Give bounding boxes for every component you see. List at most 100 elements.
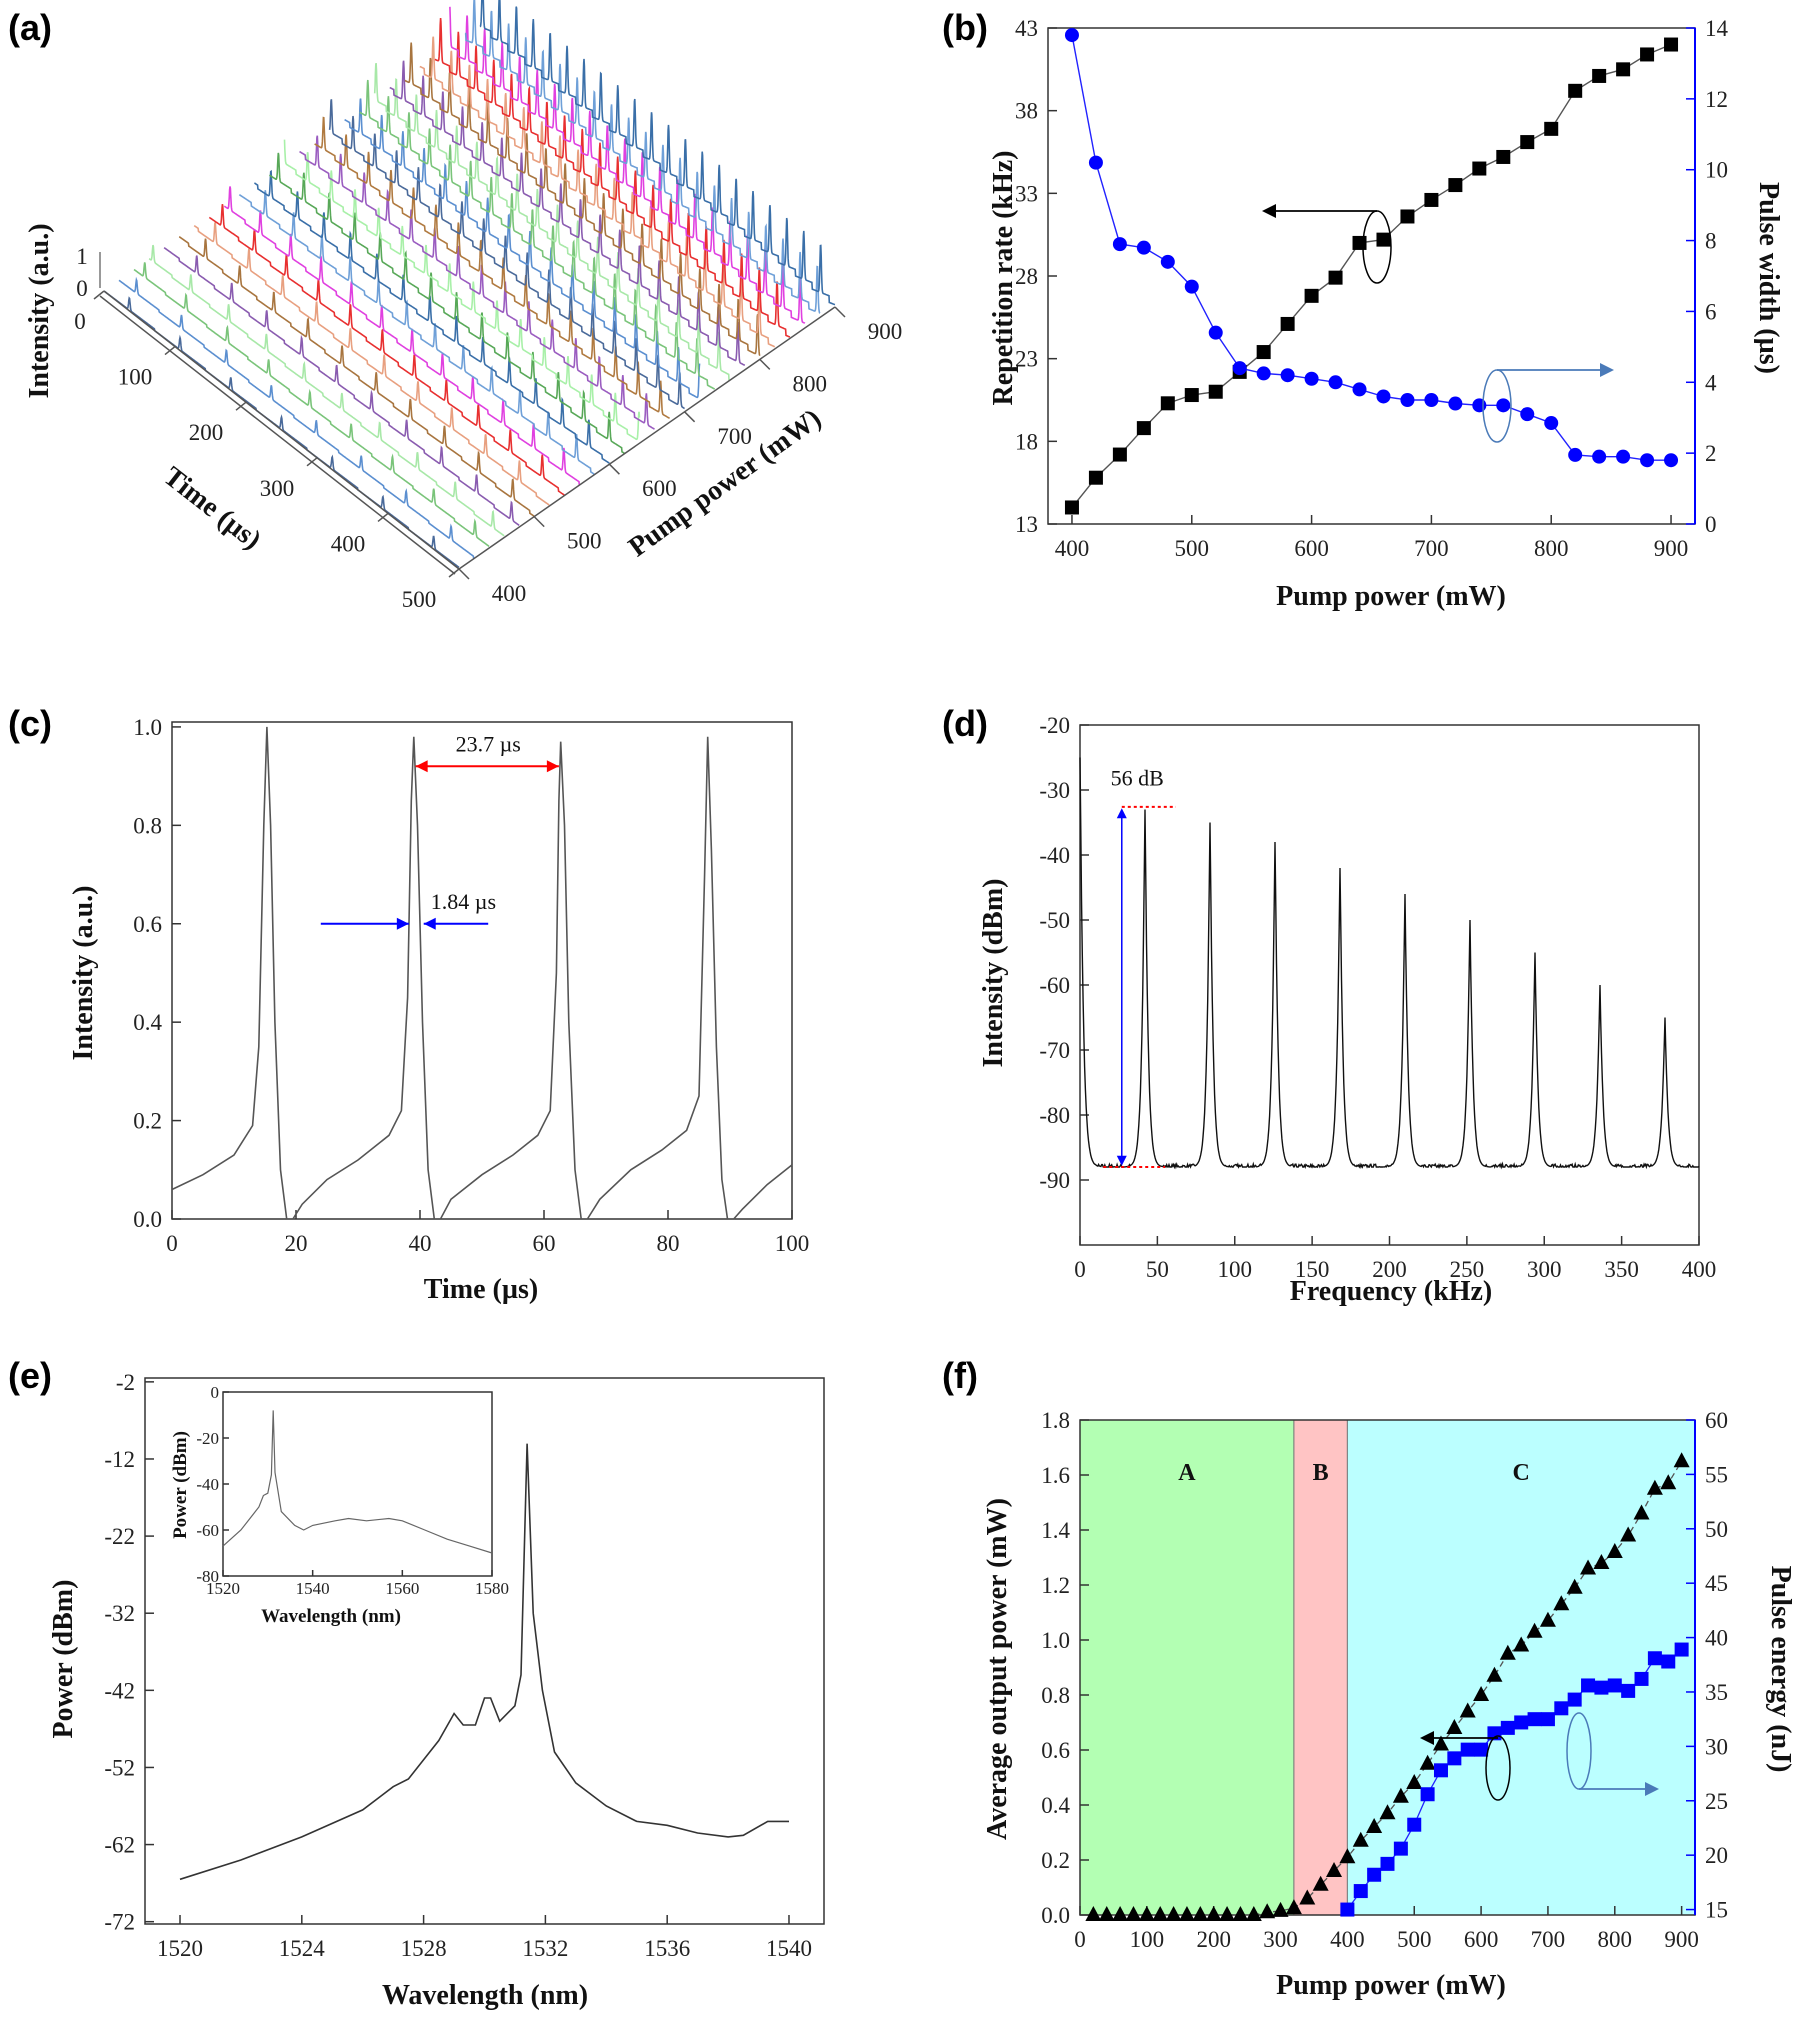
time-tick — [448, 568, 460, 578]
y-tick-label: -70 — [1039, 1038, 1070, 1063]
y-tick-label: 28 — [1015, 264, 1038, 289]
pulse-energy-point — [1567, 1692, 1582, 1707]
time-tick — [235, 401, 247, 411]
snr-arrow-head — [1116, 808, 1127, 819]
x-tick-label: 300 — [1263, 1927, 1298, 1952]
pulse-energy-point — [1500, 1720, 1515, 1735]
x-tick-label: 1520 — [206, 1579, 240, 1598]
x-tick-label: 40 — [409, 1231, 432, 1256]
intensity-tick-label: 0 — [76, 276, 88, 301]
output-power-point — [1352, 1831, 1369, 1847]
y2-tick-label: 12 — [1705, 87, 1728, 112]
waterfall-trace — [328, 99, 685, 410]
pump-tick-label: 500 — [567, 529, 602, 554]
waterfall-trace — [238, 190, 595, 475]
pump-tick — [458, 568, 470, 580]
y-tick-label: 0 — [211, 1383, 220, 1402]
pulse-energy-point — [1634, 1671, 1649, 1686]
x-tick-label: 250 — [1450, 1257, 1485, 1282]
y-axis-title: Repetition rate (kHz) — [988, 150, 1019, 405]
width-arrow-head — [396, 917, 409, 930]
pulse-width-point — [1304, 371, 1319, 386]
output-power-point — [1539, 1611, 1556, 1627]
x-tick-label: 400 — [1055, 536, 1090, 561]
pulse-width-point — [1400, 393, 1415, 407]
x-tick-label: 900 — [1664, 1927, 1699, 1952]
time-tick-label: 400 — [331, 531, 366, 556]
pulse-width-point — [1496, 398, 1511, 413]
period-arrow-head — [546, 760, 559, 773]
x-tick-label: 100 — [775, 1231, 810, 1256]
x-tick-label: 700 — [1531, 1927, 1566, 1952]
y-tick-label: 0.2 — [1041, 1848, 1070, 1873]
output-power-point — [1138, 1906, 1155, 1921]
time-tick — [93, 290, 105, 300]
y-tick-label: -90 — [1039, 1168, 1070, 1193]
inset-spectrum-trace — [222, 1410, 493, 1554]
repetition-rate-point — [1256, 345, 1271, 360]
pulse-width-point — [1352, 382, 1367, 397]
time-tick-label: 100 — [118, 365, 153, 390]
y-tick-label: 1.0 — [133, 715, 162, 740]
pump-tick-label: 600 — [642, 476, 677, 501]
y-tick-label: 33 — [1015, 181, 1038, 206]
y-tick-label: -42 — [104, 1678, 135, 1703]
pulse-width-point — [1160, 254, 1175, 269]
optical-spectrum-trace — [179, 1443, 789, 1881]
y-tick-label: -60 — [196, 1521, 219, 1540]
output-power-point — [1152, 1906, 1169, 1921]
y2-tick-label: 45 — [1705, 1571, 1728, 1596]
y-axis-title: Average output power (mW) — [982, 1498, 1013, 1840]
inset-chart: 1520 1540 1560 1580 0 -20 -40 -60 -80 Wavelength … — [170, 1383, 509, 1627]
arrow-right-head — [1600, 363, 1614, 377]
panel-label-a: (a) — [8, 7, 52, 48]
waterfall-trace — [404, 42, 761, 356]
y2-tick-label: 30 — [1705, 1734, 1728, 1759]
region-label: C — [1513, 1460, 1530, 1486]
y-tick-label: -60 — [1039, 973, 1070, 998]
x-tick-label: 50 — [1146, 1257, 1169, 1282]
panel-label-d: (d) — [942, 703, 988, 744]
y-tick-label: 23 — [1015, 347, 1038, 372]
arrow-right-head — [1645, 1782, 1659, 1796]
y-tick-label: 38 — [1015, 99, 1038, 124]
x-tick-label: 100 — [1130, 1927, 1165, 1952]
waterfall-trace — [314, 116, 670, 420]
pump-tick — [759, 358, 771, 370]
waterfall-trace — [464, 0, 821, 314]
y-tick-label: -32 — [104, 1601, 135, 1626]
waterfall-trace — [419, 36, 776, 348]
series-ellipse-left — [1485, 1735, 1511, 1801]
repetition-rate-point — [1088, 470, 1103, 485]
pulse-width-point — [1328, 375, 1343, 390]
output-power-point — [1580, 1559, 1597, 1575]
pulse-width-point — [1664, 453, 1679, 468]
series-ellipse-left — [1362, 210, 1392, 284]
time-tick — [306, 457, 318, 467]
y2-tick-label: 60 — [1705, 1408, 1728, 1433]
repetition-rate-point — [1616, 62, 1631, 77]
plot-frame — [144, 1377, 825, 1925]
x-tick-label: 0 — [1074, 1257, 1086, 1282]
repetition-rate-point — [1280, 316, 1295, 331]
repetition-rate-point — [1328, 270, 1343, 285]
pulse-width-point — [1376, 389, 1391, 404]
pulse-width-point — [1544, 416, 1559, 431]
x-tick-label: 0 — [1074, 1927, 1086, 1952]
x-axis-title: Wavelength (nm) — [261, 1606, 401, 1627]
pulse-energy-point — [1420, 1787, 1435, 1802]
x-tick-label: 1536 — [644, 1936, 690, 1961]
pulse-energy-point — [1540, 1712, 1555, 1727]
x-axis-title: Pump power (mW) — [1276, 1970, 1506, 2001]
time-tick — [164, 346, 176, 356]
waterfall-trace — [283, 139, 641, 441]
pulse-energy-point — [1367, 1867, 1382, 1882]
pulse-width-point — [1640, 453, 1655, 468]
arrow-left-head — [1420, 1731, 1434, 1745]
chart-f: A B C 0 100 200 300 400 500 600 700 800 900 0.0 0.2 0.4… — [982, 1408, 1796, 2001]
waterfall-trace — [344, 98, 701, 399]
y-tick-label: 43 — [1015, 16, 1038, 41]
waterfall-trace — [133, 262, 490, 548]
waterfall-trace — [163, 247, 520, 527]
time-tick — [377, 512, 389, 522]
